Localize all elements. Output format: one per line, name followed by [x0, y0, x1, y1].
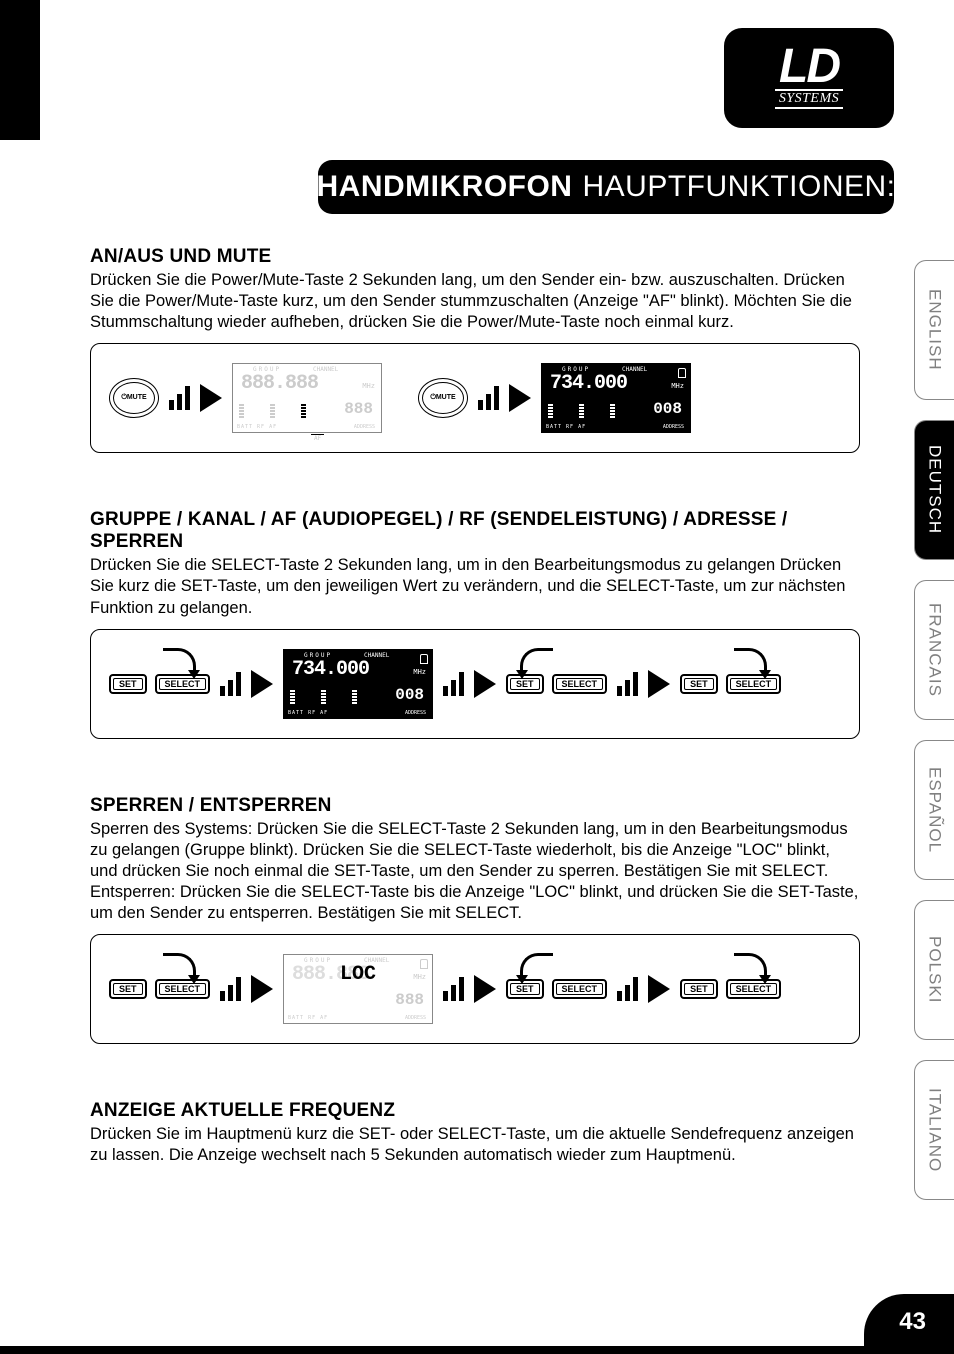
- set-button-icon: SET: [680, 979, 718, 999]
- set-button-icon: SET: [680, 674, 718, 694]
- signal-bars-icon: [169, 386, 190, 410]
- body-text: Sperren des Systems: Drücken Sie die SEL…: [90, 819, 860, 925]
- lcd-edit: GROUPCHANNEL 734.000MHz 008 BATT RF AFAD…: [283, 649, 433, 719]
- lcd-loc: GROUPCHANNEL 888.888 LOC MHz 888 BATT RF…: [283, 954, 433, 1024]
- tab-deutsch[interactable]: DEUTSCH: [914, 420, 954, 560]
- section-group-channel: GRUPPE / KANAL / AF (AUDIOPEGEL) / RF (S…: [90, 509, 860, 738]
- set-button-icon: SET: [109, 979, 147, 999]
- select-button-icon: SELECT: [155, 674, 211, 694]
- body-text: Drücken Sie im Hauptmenü kurz die SET- o…: [90, 1124, 860, 1166]
- set-select-buttons: SET SELECT: [109, 979, 210, 999]
- af-blink-label: AF: [311, 434, 324, 442]
- tab-italiano[interactable]: ITALIANO: [914, 1060, 954, 1200]
- signal-bars-icon: [478, 386, 499, 410]
- title-light: HAUPTFUNKTIONEN:: [582, 170, 895, 204]
- signal-bars-icon: [220, 672, 241, 696]
- select-button-icon: SELECT: [726, 979, 782, 999]
- heading: ANZEIGE AKTUELLE FREQUENZ: [90, 1100, 860, 1122]
- signal-bars-icon: [443, 977, 464, 1001]
- signal-bars-icon: [617, 977, 638, 1001]
- language-tabs: ENGLISH DEUTSCH FRANCAIS ESPAÑOL POLSKI …: [914, 260, 954, 1200]
- set-button-icon: SET: [506, 979, 544, 999]
- logo-sub: SYSTEMS: [775, 89, 843, 109]
- mute-button-icon: ⏻MUTE: [109, 378, 159, 418]
- signal-bars-icon: [617, 672, 638, 696]
- logo-main: LD: [779, 47, 839, 88]
- lcd-active: GROUPCHANNEL 734.000MHz 008 BATT RF AFAD…: [541, 363, 691, 433]
- tab-polski[interactable]: POLSKI: [914, 900, 954, 1040]
- loc-text: LOC: [340, 963, 376, 986]
- mute-button-icon: ⏻MUTE: [418, 378, 468, 418]
- lock-icon: [678, 368, 686, 378]
- set-select-buttons: SET SELECT: [680, 979, 781, 999]
- page-number: 43: [899, 1308, 926, 1336]
- arrow-right-icon: [474, 670, 496, 698]
- section-power-mute: AN/AUS UND MUTE Drücken Sie die Power/Mu…: [90, 246, 860, 453]
- heading: AN/AUS UND MUTE: [90, 246, 860, 268]
- main-content: AN/AUS UND MUTE Drücken Sie die Power/Mu…: [90, 246, 860, 1222]
- set-button-icon: SET: [109, 674, 147, 694]
- arrow-right-icon: [474, 975, 496, 1003]
- arrow-right-icon: [509, 384, 531, 412]
- title-bold: HANDMIKROFON: [317, 170, 573, 204]
- margin-bar: [0, 0, 40, 140]
- signal-bars-icon: [220, 977, 241, 1001]
- arrow-right-icon: [251, 670, 273, 698]
- section-frequency: ANZEIGE AKTUELLE FREQUENZ Drücken Sie im…: [90, 1100, 860, 1166]
- lock-icon: [420, 959, 428, 969]
- page-title: HANDMIKROFON HAUPTFUNKTIONEN:: [318, 160, 894, 214]
- tab-english[interactable]: ENGLISH: [914, 260, 954, 400]
- set-select-buttons: SET SELECT: [109, 674, 210, 694]
- select-button-icon: SELECT: [552, 979, 608, 999]
- heading: SPERREN / ENTSPERREN: [90, 795, 860, 817]
- select-button-icon: SELECT: [155, 979, 211, 999]
- arrow-right-icon: [200, 384, 222, 412]
- footer-strip: [0, 1346, 864, 1354]
- arrow-right-icon: [648, 975, 670, 1003]
- select-button-icon: SELECT: [726, 674, 782, 694]
- tab-francais[interactable]: FRANCAIS: [914, 580, 954, 720]
- body-text: Drücken Sie die Power/Mute-Taste 2 Sekun…: [90, 270, 860, 333]
- set-button-icon: SET: [506, 674, 544, 694]
- tab-espanol[interactable]: ESPAÑOL: [914, 740, 954, 880]
- set-select-buttons: SET SELECT: [680, 674, 781, 694]
- diagram-mute: ⏻MUTE GROUPCHANNEL 888.888MHz 888 BATT R…: [90, 343, 860, 453]
- heading: GRUPPE / KANAL / AF (AUDIOPEGEL) / RF (S…: [90, 509, 860, 553]
- lock-icon: [420, 654, 428, 664]
- arrow-right-icon: [251, 975, 273, 1003]
- arrow-right-icon: [648, 670, 670, 698]
- body-text: Drücken Sie die SELECT-Taste 2 Sekunden …: [90, 555, 860, 618]
- brand-logo: LD SYSTEMS: [724, 28, 894, 128]
- section-lock: SPERREN / ENTSPERREN Sperren des Systems…: [90, 795, 860, 1045]
- set-select-buttons: SET SELECT: [506, 674, 607, 694]
- diagram-lock: SET SELECT GROUPCHANNEL 888.888 LOC MHz …: [90, 934, 860, 1044]
- set-select-buttons: SET SELECT: [506, 979, 607, 999]
- signal-bars-icon: [443, 672, 464, 696]
- diagram-select: SET SELECT GROUPCHANNEL 734.000MHz 008 B…: [90, 629, 860, 739]
- select-button-icon: SELECT: [552, 674, 608, 694]
- lcd-muted: GROUPCHANNEL 888.888MHz 888 BATT RF AFAD…: [232, 363, 382, 433]
